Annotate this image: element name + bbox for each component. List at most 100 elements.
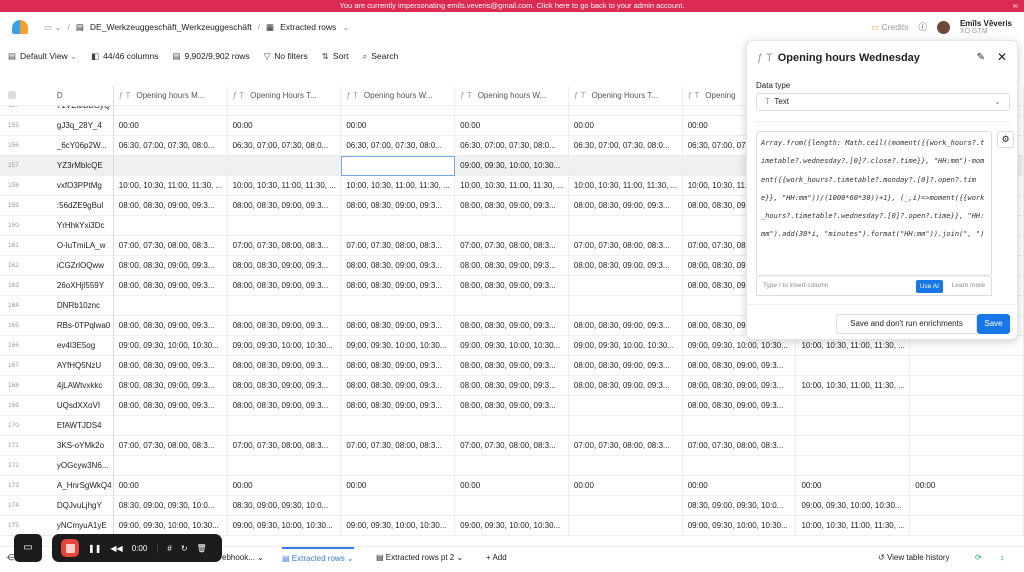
table-cell[interactable] bbox=[910, 436, 1024, 456]
tab-extracted-rows-pt2[interactable]: ▤ Extracted rows pt 2 ⌄ bbox=[376, 553, 464, 562]
table-cell[interactable]: 08:00, 08:30, 09:00, 09:3... bbox=[569, 376, 683, 396]
table-cell[interactable]: 08:00, 08:30, 09:00, 09:3... bbox=[228, 196, 342, 216]
view-selector[interactable]: ▤ Default View ⌄ bbox=[8, 50, 78, 61]
table-cell[interactable]: 09:00, 09:30, 10:00, 10:30... bbox=[114, 516, 228, 536]
table-cell[interactable]: 00:00 bbox=[114, 116, 228, 136]
table-cell[interactable]: 06:30, 07:00, 07:30, 08:0... bbox=[455, 136, 569, 156]
table-cell[interactable] bbox=[569, 516, 683, 536]
table-cell[interactable]: 08:30, 09:00, 09:30, 10:0... bbox=[683, 496, 797, 516]
stop-button[interactable] bbox=[61, 539, 79, 557]
table-cell[interactable] bbox=[455, 416, 569, 436]
formula-editor[interactable]: Array.from({length: Math.ceil((moment({{… bbox=[756, 131, 992, 276]
help-icon[interactable]: ⓘ bbox=[918, 22, 927, 32]
view-history-button[interactable]: ↺ View table history bbox=[878, 553, 950, 562]
select-all-checkbox[interactable] bbox=[0, 86, 57, 106]
table-cell[interactable]: 09:00, 09:30, 10:00, 10:30... bbox=[341, 516, 456, 536]
row-id[interactable]: :56dZE9gBul bbox=[57, 196, 114, 216]
table-cell[interactable] bbox=[455, 296, 569, 316]
table-cell[interactable]: 08:00, 08:30, 09:00, 09:3... bbox=[683, 376, 797, 396]
rows-button[interactable]: ▤ 9,902/9,902 rows bbox=[172, 50, 250, 61]
table-cell[interactable]: 00:00 bbox=[228, 116, 342, 136]
table-cell[interactable] bbox=[114, 296, 228, 316]
table-cell[interactable]: 07:00, 07:30, 08:00, 08:3... bbox=[455, 236, 569, 256]
row-id[interactable]: 3KS-oYMk2o bbox=[57, 436, 114, 456]
table-cell[interactable]: 07:00, 07:30, 08:00, 08:3... bbox=[683, 436, 797, 456]
table-cell[interactable] bbox=[569, 156, 683, 176]
table-cell[interactable] bbox=[341, 216, 456, 236]
row-id[interactable]: DQJvuLjhgY bbox=[57, 496, 114, 516]
table-cell[interactable]: 09:00, 09:30, 10:00, 10:30... bbox=[228, 516, 342, 536]
table-cell[interactable] bbox=[569, 456, 683, 476]
learn-more-link[interactable]: Learn more bbox=[951, 282, 985, 289]
column-header[interactable]: ƒ T Opening hours W... bbox=[341, 86, 456, 106]
table-cell[interactable]: 08:00, 08:30, 09:00, 09:3... bbox=[114, 276, 228, 296]
table-cell[interactable] bbox=[228, 216, 342, 236]
row-id[interactable]: EfAWTJDS4 bbox=[57, 416, 114, 436]
table-cell[interactable]: 00:00 bbox=[683, 476, 797, 496]
table-cell[interactable] bbox=[341, 496, 456, 516]
table-cell[interactable]: 00:00 bbox=[796, 476, 911, 496]
row-id[interactable]: UQsdXXoVI bbox=[57, 396, 114, 416]
table-cell[interactable]: 08:00, 08:30, 09:00, 09:3... bbox=[455, 356, 569, 376]
table-cell[interactable]: 08:00, 08:30, 09:00, 09:3... bbox=[228, 376, 342, 396]
table-cell[interactable]: 00:00 bbox=[569, 116, 683, 136]
table-cell[interactable] bbox=[341, 416, 456, 436]
row-id[interactable]: yOGcyw3N6... bbox=[57, 456, 114, 476]
table-cell[interactable]: 09:00, 09:30, 10:00, 10:30... bbox=[455, 156, 569, 176]
table-cell[interactable]: 10:00, 10:30, 11:00, 11:30, ... bbox=[114, 176, 228, 196]
row-id[interactable]: gJ3q_28Y_4 bbox=[57, 116, 114, 136]
column-header[interactable]: D bbox=[57, 86, 114, 106]
table-cell[interactable]: 06:30, 07:00, 07:30, 08:0... bbox=[228, 136, 342, 156]
row-id[interactable]: _6cY06p2W... bbox=[57, 136, 114, 156]
table-cell[interactable] bbox=[341, 456, 456, 476]
table-cell[interactable]: 09:00, 09:30, 10:00, 10:30... bbox=[228, 336, 342, 356]
table-cell[interactable]: 07:00, 07:30, 08:00, 08:3... bbox=[569, 436, 683, 456]
table-cell[interactable] bbox=[796, 456, 911, 476]
table-cell[interactable] bbox=[796, 356, 911, 376]
table-cell[interactable]: 08:00, 08:30, 09:00, 09:3... bbox=[114, 316, 228, 336]
tab-extracted-rows[interactable]: ▤ Extracted rows ⌄ bbox=[282, 547, 354, 563]
table-cell[interactable]: 08:00, 08:30, 09:00, 09:3... bbox=[455, 396, 569, 416]
table-cell[interactable]: 09:00, 09:30, 10:00, 10:30... bbox=[683, 516, 797, 536]
table-cell[interactable] bbox=[910, 496, 1024, 516]
trash-icon[interactable]: 🗑 bbox=[196, 543, 207, 553]
row-id[interactable]: yNCmyuA1yE bbox=[57, 516, 114, 536]
table-cell[interactable] bbox=[683, 456, 797, 476]
row-id[interactable]: 26oXHjI559Y bbox=[57, 276, 114, 296]
credits-button[interactable]: ▭ Credits bbox=[871, 21, 909, 32]
table-cell[interactable] bbox=[114, 416, 228, 436]
table-cell[interactable]: 08:00, 08:30, 09:00, 09:3... bbox=[455, 376, 569, 396]
table-cell[interactable] bbox=[910, 356, 1024, 376]
table-cell[interactable] bbox=[910, 456, 1024, 476]
folder-icon[interactable]: ▭ ⌄ bbox=[44, 21, 62, 32]
table-cell[interactable]: 07:00, 07:30, 08:00, 08:3... bbox=[228, 436, 342, 456]
table-cell[interactable]: 08:00, 08:30, 09:00, 09:3... bbox=[228, 256, 342, 276]
search-button[interactable]: ⌕ Search bbox=[362, 50, 399, 61]
table-cell[interactable] bbox=[910, 516, 1024, 536]
filters-button[interactable]: ▽ No filters bbox=[263, 50, 308, 61]
table-cell[interactable]: 08:00, 08:30, 09:00, 09:3... bbox=[228, 316, 342, 336]
workflow-icon[interactable]: ⋲ bbox=[6, 553, 14, 562]
table-cell[interactable]: 08:00, 08:30, 09:00, 09:3... bbox=[341, 316, 456, 336]
table-cell[interactable]: 08:00, 08:30, 09:00, 09:3... bbox=[341, 376, 456, 396]
table-cell[interactable] bbox=[455, 496, 569, 516]
table-cell[interactable]: 08:30, 09:00, 09:30, 10:0... bbox=[114, 496, 228, 516]
table-cell[interactable] bbox=[455, 456, 569, 476]
impersonation-banner[interactable]: You are currently impersonating emils.ve… bbox=[0, 0, 1024, 12]
table-cell[interactable] bbox=[228, 156, 342, 176]
table-cell[interactable]: 10:00, 10:30, 11:00, 11:30, ... bbox=[796, 336, 911, 356]
settings-icon[interactable]: ⚙ bbox=[997, 131, 1014, 148]
table-cell[interactable]: 10:00, 10:30, 11:00, 11:30, ... bbox=[569, 176, 683, 196]
table-cell[interactable] bbox=[114, 96, 228, 116]
table-cell[interactable]: 08:00, 08:30, 09:00, 09:3... bbox=[341, 256, 456, 276]
table-cell[interactable] bbox=[569, 216, 683, 236]
table-cell[interactable] bbox=[796, 396, 911, 416]
table-cell[interactable] bbox=[228, 416, 342, 436]
table-cell[interactable]: 08:00, 08:30, 09:00, 09:3... bbox=[114, 356, 228, 376]
table-cell[interactable] bbox=[910, 396, 1024, 416]
column-header[interactable]: ƒ T Opening hours W... bbox=[455, 86, 569, 106]
table-cell[interactable] bbox=[341, 96, 456, 116]
table-cell[interactable] bbox=[683, 416, 797, 436]
restart-icon[interactable]: ↻ bbox=[180, 543, 188, 553]
table-cell[interactable]: 09:00, 09:30, 10:00, 10:30... bbox=[455, 516, 569, 536]
